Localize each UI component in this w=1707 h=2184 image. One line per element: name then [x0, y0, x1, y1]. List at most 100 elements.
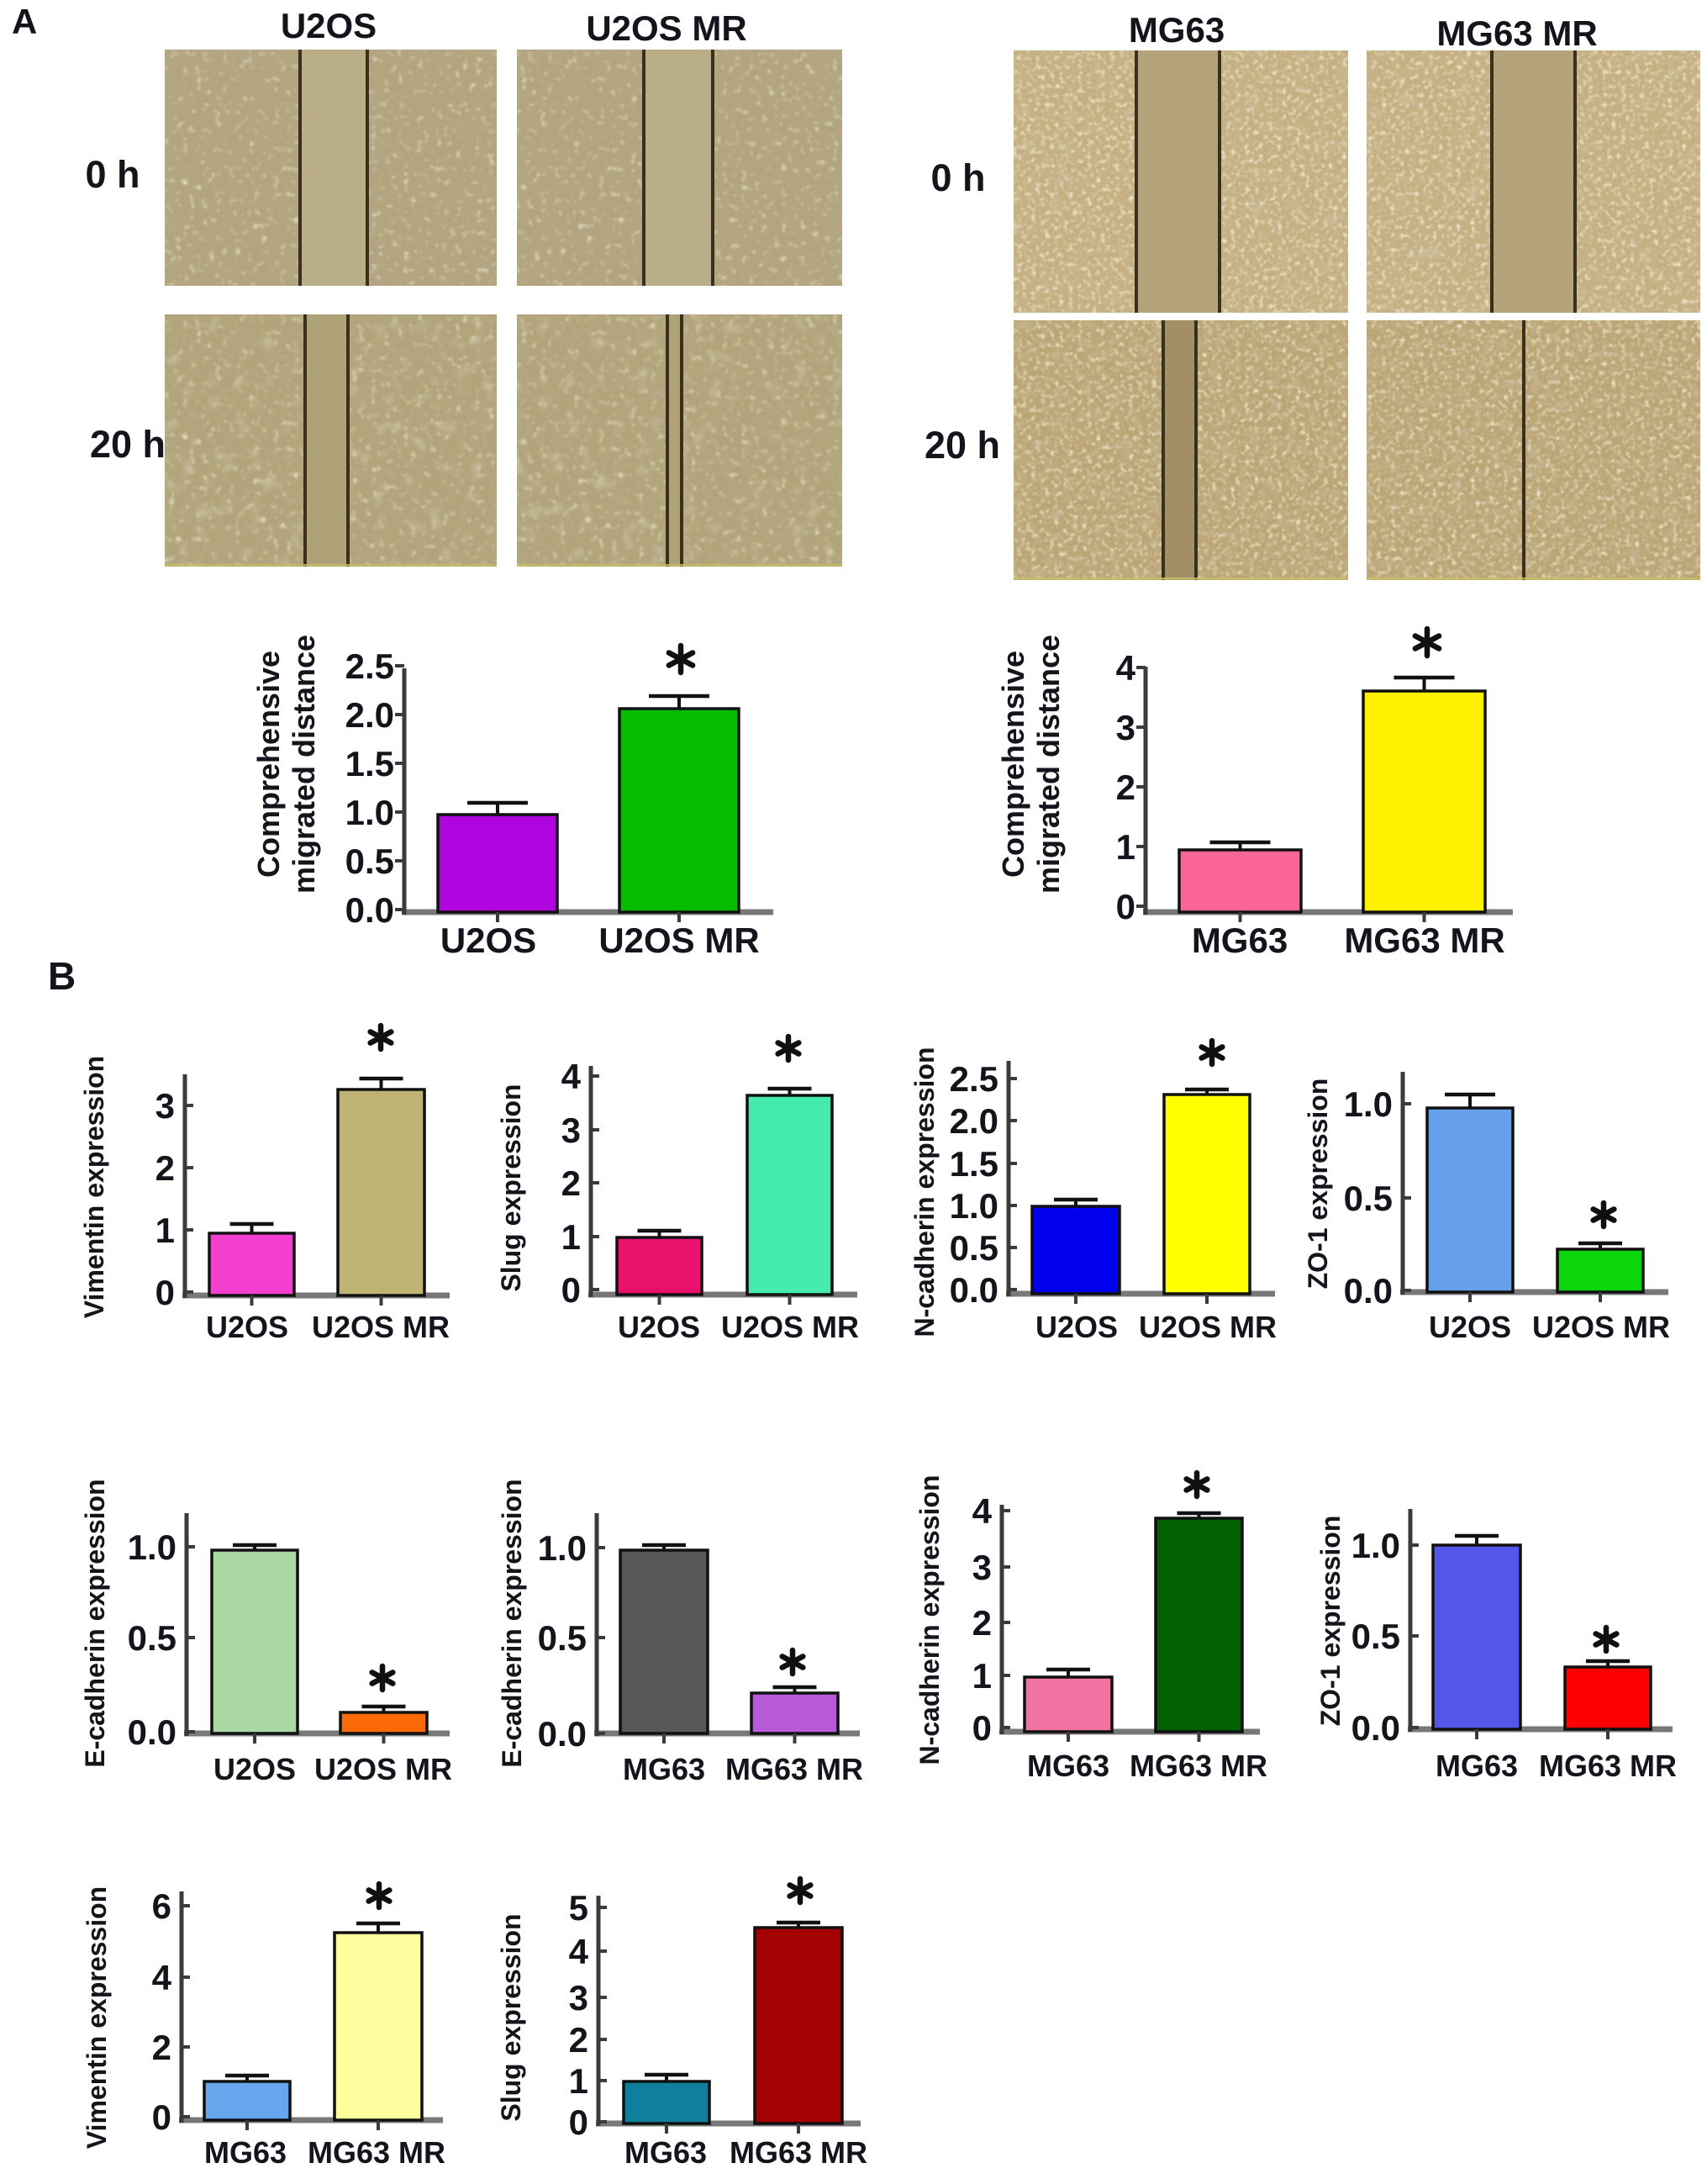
svg-text:3: 3: [569, 1978, 588, 2018]
svg-text:4: 4: [1116, 648, 1136, 688]
svg-text:2.5: 2.5: [950, 1059, 998, 1099]
svg-text:1.5: 1.5: [950, 1144, 998, 1184]
svg-text:MG63 MR: MG63 MR: [725, 1752, 863, 1786]
svg-text:0: 0: [152, 2097, 171, 2137]
svg-text:U2OS MR: U2OS MR: [598, 921, 759, 960]
svg-text:1: 1: [561, 1217, 581, 1257]
svg-text:N-cadherin expression: N-cadherin expression: [914, 1475, 945, 1765]
svg-text:4: 4: [152, 1958, 172, 1997]
svg-text:E-cadherin expression: E-cadherin expression: [80, 1479, 110, 1767]
svg-text:migrated distance: migrated distance: [287, 635, 321, 894]
svg-text:4: 4: [569, 1932, 589, 1971]
svg-text:2.0: 2.0: [950, 1101, 998, 1141]
svg-text:1.0: 1.0: [128, 1527, 176, 1567]
svg-text:U2OS MR: U2OS MR: [312, 1310, 450, 1344]
svg-text:3: 3: [561, 1110, 581, 1150]
svg-text:2: 2: [155, 1148, 175, 1188]
svg-text:1: 1: [155, 1211, 175, 1250]
svg-text:0: 0: [1116, 887, 1135, 926]
svg-text:20 h: 20 h: [90, 423, 166, 466]
svg-text:1.0: 1.0: [1351, 1526, 1400, 1565]
svg-text:Vimentin expression: Vimentin expression: [79, 1056, 109, 1318]
svg-text:Comprehensive: Comprehensive: [996, 651, 1030, 878]
svg-text:MG63 MR: MG63 MR: [1436, 13, 1597, 53]
svg-text:U2OS: U2OS: [618, 1310, 700, 1344]
svg-text:1: 1: [569, 2061, 588, 2101]
svg-text:MG63: MG63: [1436, 1749, 1518, 1783]
svg-text:0.5: 0.5: [1344, 1179, 1393, 1218]
svg-text:MG63 MR: MG63 MR: [1344, 921, 1504, 960]
svg-text:MG63 MR: MG63 MR: [1130, 1749, 1267, 1783]
svg-text:migrated distance: migrated distance: [1031, 635, 1066, 894]
svg-text:ZO-1 expression: ZO-1 expression: [1303, 1079, 1333, 1290]
svg-text:1.5: 1.5: [345, 744, 394, 783]
svg-text:A: A: [12, 2, 37, 41]
svg-text:2: 2: [972, 1603, 992, 1643]
svg-text:3: 3: [972, 1548, 992, 1587]
svg-text:1.0: 1.0: [950, 1186, 998, 1226]
svg-text:MG63: MG63: [624, 2135, 707, 2170]
svg-text:ZO-1 expression: ZO-1 expression: [1315, 1516, 1346, 1727]
svg-text:0: 0: [155, 1273, 175, 1312]
svg-text:0.5: 0.5: [538, 1618, 587, 1658]
svg-text:U2OS MR: U2OS MR: [1532, 1310, 1670, 1344]
svg-text:20 h: 20 h: [925, 424, 1000, 467]
svg-text:0.0: 0.0: [950, 1270, 998, 1310]
svg-text:1: 1: [972, 1656, 992, 1696]
svg-text:Vimentin expression: Vimentin expression: [82, 1886, 112, 2149]
svg-text:0: 0: [972, 1708, 992, 1748]
svg-text:E-cadherin expression: E-cadherin expression: [497, 1479, 527, 1767]
svg-text:0.0: 0.0: [1344, 1271, 1393, 1311]
svg-text:MG63: MG63: [623, 1752, 705, 1786]
svg-text:3: 3: [1116, 708, 1135, 747]
svg-text:2: 2: [569, 2020, 588, 2060]
svg-text:0.0: 0.0: [345, 890, 394, 930]
svg-text:U2OS: U2OS: [281, 6, 377, 45]
svg-text:0 h: 0 h: [85, 153, 140, 196]
svg-text:2: 2: [152, 2028, 171, 2067]
svg-text:0.0: 0.0: [128, 1712, 176, 1752]
svg-text:MG63 MR: MG63 MR: [308, 2135, 445, 2170]
svg-text:0.5: 0.5: [1351, 1617, 1400, 1656]
svg-text:0: 0: [569, 2102, 588, 2142]
svg-text:5: 5: [569, 1888, 588, 1928]
svg-text:2: 2: [561, 1163, 581, 1203]
svg-text:1.0: 1.0: [1344, 1084, 1393, 1124]
svg-text:4: 4: [972, 1491, 993, 1531]
svg-text:U2OS MR: U2OS MR: [721, 1310, 859, 1344]
svg-text:6: 6: [152, 1886, 171, 1926]
svg-text:0: 0: [561, 1270, 581, 1310]
svg-text:B: B: [48, 954, 76, 998]
svg-text:0 h: 0 h: [930, 156, 985, 199]
svg-text:0.5: 0.5: [128, 1618, 176, 1658]
svg-text:MG63: MG63: [1027, 1749, 1109, 1783]
svg-text:Slug expression: Slug expression: [496, 1913, 526, 2121]
svg-text:3: 3: [155, 1086, 175, 1126]
svg-text:N-cadherin expression: N-cadherin expression: [909, 1047, 940, 1337]
svg-text:0.0: 0.0: [1351, 1708, 1400, 1748]
svg-text:MG63: MG63: [1192, 921, 1288, 960]
svg-text:0.5: 0.5: [950, 1228, 998, 1268]
svg-text:MG63: MG63: [1129, 10, 1225, 50]
svg-text:1.0: 1.0: [538, 1528, 587, 1568]
svg-text:1: 1: [1116, 827, 1135, 867]
svg-text:0.0: 0.0: [538, 1714, 587, 1754]
svg-text:2.5: 2.5: [345, 646, 394, 686]
svg-text:U2OS: U2OS: [1429, 1310, 1511, 1344]
svg-text:0.5: 0.5: [345, 841, 394, 881]
svg-text:4: 4: [561, 1057, 582, 1096]
svg-text:MG63 MR: MG63 MR: [1539, 1749, 1677, 1783]
svg-text:U2OS: U2OS: [213, 1752, 296, 1786]
svg-text:U2OS MR: U2OS MR: [1139, 1310, 1277, 1344]
svg-text:Comprehensive: Comprehensive: [251, 651, 286, 878]
svg-text:U2OS: U2OS: [206, 1310, 288, 1344]
svg-text:U2OS: U2OS: [440, 921, 536, 960]
svg-text:2: 2: [1116, 768, 1135, 807]
svg-text:U2OS MR: U2OS MR: [586, 8, 746, 48]
svg-text:MG63: MG63: [204, 2135, 287, 2170]
svg-text:U2OS MR: U2OS MR: [314, 1752, 452, 1786]
svg-text:Slug expression: Slug expression: [496, 1084, 526, 1291]
svg-text:MG63 MR: MG63 MR: [730, 2135, 867, 2170]
svg-text:1.0: 1.0: [345, 793, 394, 832]
svg-text:2.0: 2.0: [345, 695, 394, 735]
